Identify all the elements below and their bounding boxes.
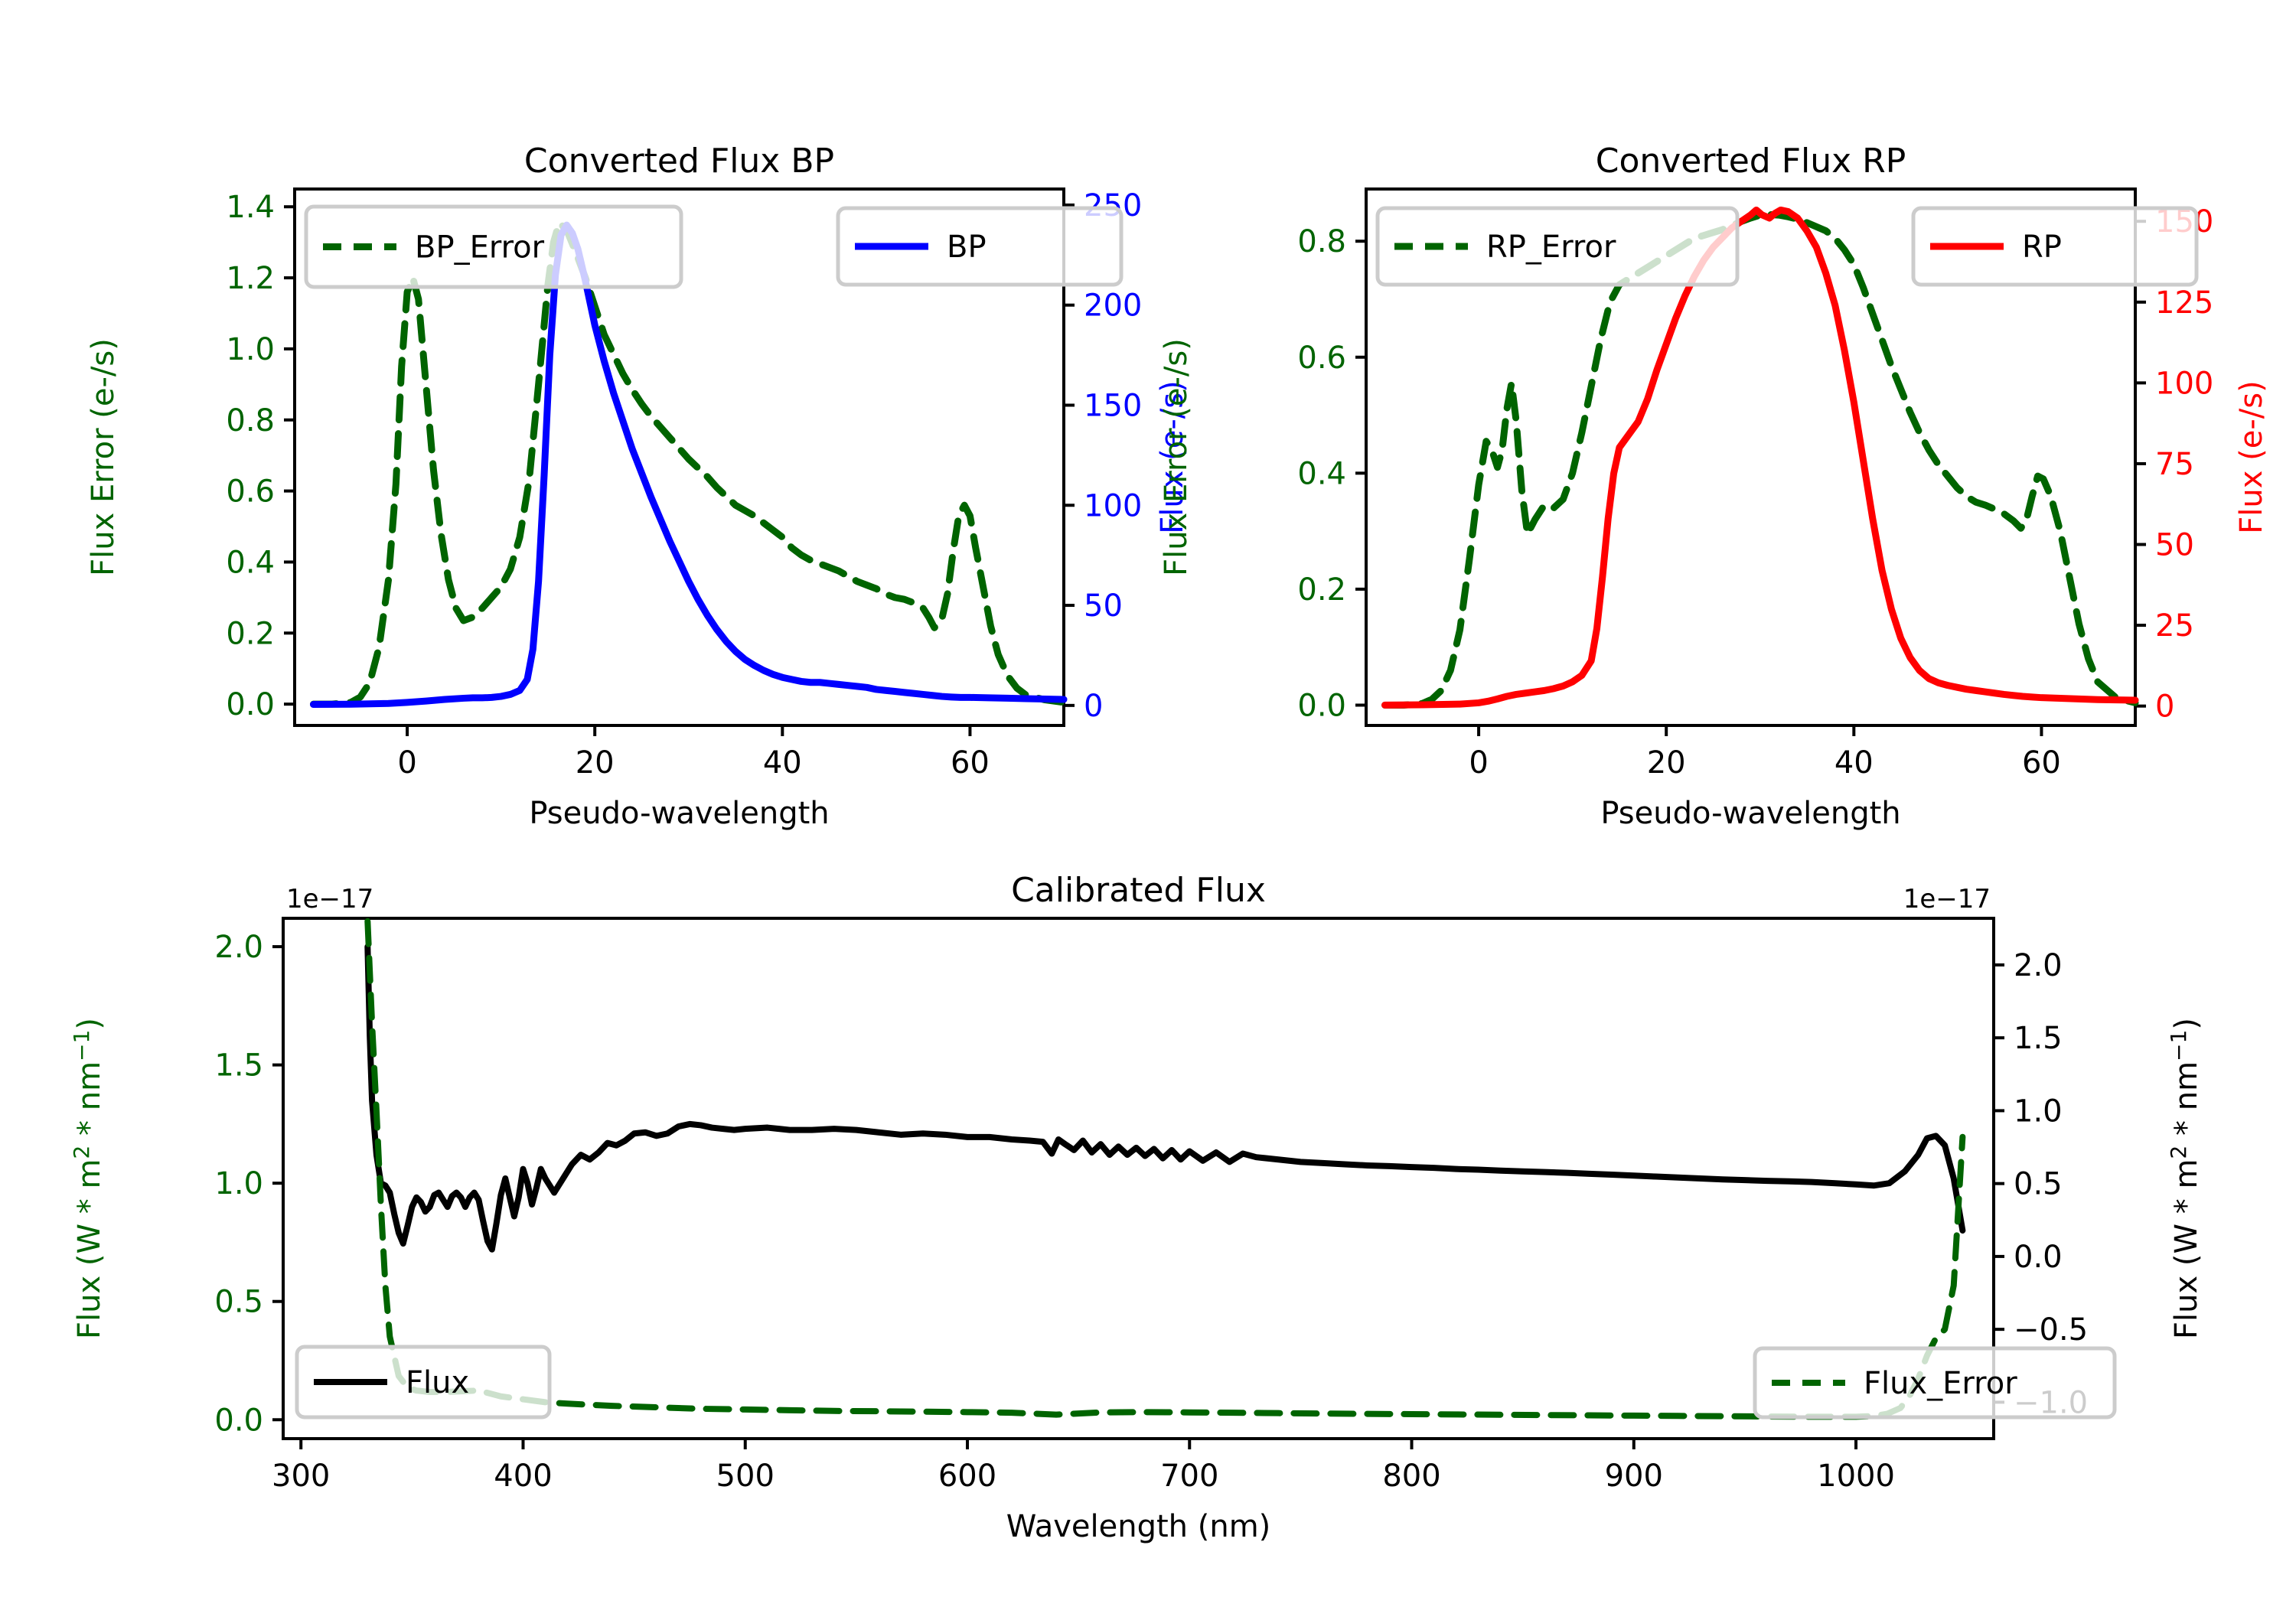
series-line-bp bbox=[310, 221, 1068, 709]
y-tick-label-right: 50 bbox=[1084, 588, 1123, 624]
y-tick-label-right: −0.5 bbox=[2014, 1312, 2088, 1348]
y-tick-label-left: 0.6 bbox=[226, 474, 275, 510]
legend-bp[interactable]: BP bbox=[836, 206, 1124, 287]
legend-label: Flux bbox=[406, 1365, 469, 1400]
x-axis-label: Pseudo-wavelength bbox=[529, 796, 829, 831]
y-tick-label-left: 1.5 bbox=[214, 1048, 263, 1084]
y-tick-label-left: 0.0 bbox=[1297, 688, 1346, 723]
legend-flux_error[interactable]: Flux_Error bbox=[1753, 1346, 2117, 1420]
y-axis-label-right: Flux (e-/s) bbox=[2234, 380, 2269, 533]
legend-box bbox=[304, 204, 683, 289]
y-tick-label-right: 0.0 bbox=[2014, 1240, 2063, 1275]
series-line-flux bbox=[364, 944, 1966, 1253]
y-tick-label-left: 1.0 bbox=[214, 1166, 263, 1201]
x-tick-label: 500 bbox=[716, 1459, 775, 1494]
y-tick-label-right: 100 bbox=[1084, 488, 1142, 523]
y-tick-label-right: 0 bbox=[1084, 689, 1103, 724]
y-tick-label-left: 0.0 bbox=[226, 687, 275, 722]
legend-label: BP bbox=[947, 230, 987, 265]
y-axis-label-left: Flux Error (e-/s) bbox=[1159, 338, 1194, 576]
plot-frame bbox=[1365, 187, 2137, 727]
legend-flux[interactable]: Flux bbox=[295, 1345, 552, 1420]
x-axis-label: Pseudo-wavelength bbox=[1600, 796, 1900, 831]
y-tick-label-left: 0.6 bbox=[1297, 341, 1346, 376]
legend-label: BP_Error bbox=[415, 230, 545, 266]
x-tick-label: 40 bbox=[763, 745, 802, 781]
y-axis-offset-text-left: 1e−17 bbox=[286, 884, 373, 914]
y-tick-label-left: 2.0 bbox=[214, 930, 263, 965]
legend-box bbox=[1375, 206, 1740, 287]
y-tick-label-left: 0.2 bbox=[226, 616, 275, 651]
y-axis-label-right: Flux (W * m2 * nm−1) bbox=[2166, 1018, 2204, 1339]
x-tick-label: 1000 bbox=[1817, 1459, 1895, 1494]
legend-rp[interactable]: RP bbox=[1911, 206, 2199, 287]
y-axis-label-left: Flux (W * m2 * nm−1) bbox=[69, 1018, 107, 1339]
y-tick-label-right: 0.5 bbox=[2014, 1167, 2063, 1202]
legend-box bbox=[836, 206, 1124, 287]
y-tick-label-left: 1.2 bbox=[226, 261, 275, 296]
y-tick-label-left: 0.4 bbox=[1297, 456, 1346, 491]
x-tick-label: 900 bbox=[1605, 1459, 1663, 1494]
y-tick-label-left: 0.4 bbox=[226, 545, 275, 580]
x-tick-label: 700 bbox=[1160, 1459, 1218, 1494]
legend-bp_error[interactable]: BP_Error bbox=[304, 204, 683, 289]
y-tick-label-left: 0.5 bbox=[214, 1285, 263, 1320]
y-tick-label-right: 125 bbox=[2155, 285, 2213, 321]
legend-label: RP_Error bbox=[1486, 230, 1616, 265]
y-tick-label-right: 2.0 bbox=[2014, 948, 2063, 983]
series-line-rp bbox=[1381, 206, 2139, 709]
y-tick-label-left: 0.2 bbox=[1297, 572, 1346, 608]
x-tick-label: 20 bbox=[1647, 745, 1686, 781]
y-tick-label-right: 1.0 bbox=[2014, 1094, 2063, 1129]
y-tick-label-left: 0.0 bbox=[214, 1403, 263, 1438]
series-line-bp_error bbox=[310, 219, 1068, 708]
legend-box bbox=[1753, 1346, 2117, 1420]
legend-rp_error[interactable]: RP_Error bbox=[1375, 206, 1740, 287]
y-tick-label-left: 0.8 bbox=[226, 403, 275, 438]
y-tick-label-right: 50 bbox=[2155, 528, 2194, 563]
series-line-rp_error bbox=[1381, 210, 2139, 709]
legend-box bbox=[295, 1345, 552, 1420]
panel-converted-flux-rp: Converted Flux RP 0 20 40 60 Pseudo-wavelengt… bbox=[1148, 0, 2296, 842]
y-tick-label-right: 150 bbox=[1084, 388, 1142, 423]
series-line-flux_error bbox=[364, 918, 1966, 1420]
plot-frame bbox=[282, 917, 1995, 1440]
y-tick-label-right: 0 bbox=[2155, 689, 2174, 725]
x-tick-label: 600 bbox=[938, 1459, 996, 1494]
x-tick-label: 300 bbox=[272, 1459, 330, 1494]
x-tick-label: 400 bbox=[494, 1459, 552, 1494]
y-tick-label-left: 1.4 bbox=[226, 190, 275, 225]
legend-box bbox=[1911, 206, 2199, 287]
x-tick-label: 60 bbox=[951, 745, 990, 781]
panel-title: Converted Flux BP bbox=[524, 142, 834, 181]
y-axis-label-right: Flux (e-/s) bbox=[1155, 380, 1190, 533]
plot-frame bbox=[293, 187, 1065, 727]
x-tick-label: 40 bbox=[1835, 745, 1874, 781]
y-tick-label-right: 75 bbox=[2155, 447, 2194, 482]
legend-label: RP bbox=[2022, 230, 2062, 265]
x-tick-label: 0 bbox=[1469, 745, 1488, 781]
x-tick-label: 20 bbox=[576, 745, 615, 781]
y-tick-label-left: 0.8 bbox=[1297, 224, 1346, 259]
y-axis-label-left: Flux Error (e-/s) bbox=[86, 338, 121, 576]
y-axis-offset-text-right: 1e−17 bbox=[1903, 884, 1991, 914]
x-tick-label: 800 bbox=[1382, 1459, 1440, 1494]
panel-title: Calibrated Flux bbox=[1011, 871, 1266, 910]
y-tick-label-right: 1.5 bbox=[2014, 1021, 2063, 1056]
panel-converted-flux-bp: Converted Flux BP 0 20 40 60 Pseudo-wavelengt… bbox=[0, 0, 1190, 842]
x-axis-label: Wavelength (nm) bbox=[1006, 1509, 1271, 1544]
y-tick-label-right: 100 bbox=[2155, 366, 2213, 401]
y-tick-label-right: 200 bbox=[1084, 288, 1142, 324]
x-tick-label: 0 bbox=[397, 745, 416, 781]
y-tick-label-left: 1.0 bbox=[226, 332, 275, 367]
legend-label: Flux_Error bbox=[1864, 1366, 2017, 1401]
x-tick-label: 60 bbox=[2022, 745, 2061, 781]
panel-title: Converted Flux RP bbox=[1596, 142, 1906, 181]
panel-calibrated-flux: Calibrated Flux 1e−17 1e−17 300 400 500 600 700… bbox=[0, 819, 2296, 1607]
y-tick-label-right: 25 bbox=[2155, 608, 2194, 644]
